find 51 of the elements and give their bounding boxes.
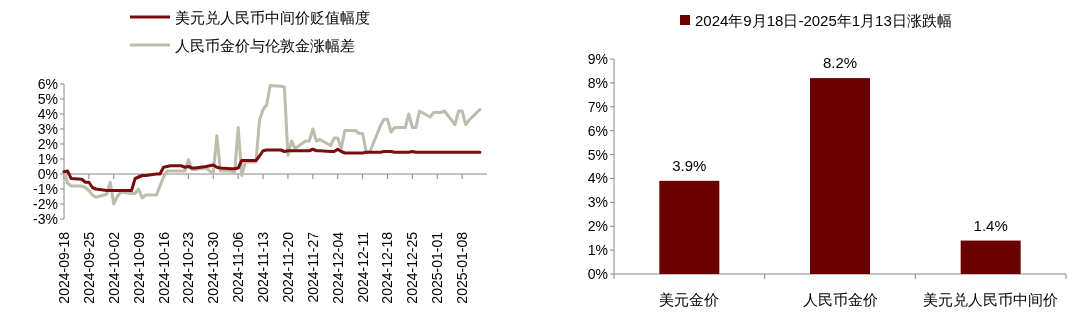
x-tick-label: 2024-10-30: [205, 231, 222, 304]
x-tick-label: 2024-10-09: [130, 231, 147, 304]
bar: [659, 180, 720, 274]
x-tick-label: 2025-01-08: [454, 231, 471, 304]
x-tick-label: 2025-01-01: [429, 231, 446, 304]
y-tick-label: 0%: [587, 266, 608, 282]
x-tick-label: 2024-11-27: [304, 231, 321, 303]
bar: [960, 240, 1021, 274]
y-tick-label: 4%: [37, 106, 58, 122]
y-tick-label: 8%: [587, 74, 608, 91]
x-tick-label: 2024-11-13: [255, 231, 272, 303]
y-tick-label: 5%: [587, 146, 608, 163]
line-series: [62, 147, 482, 192]
x-tick-label: 2024-12-11: [354, 231, 371, 303]
x-tick-label: 美元金价: [659, 291, 720, 308]
y-tick-label: 7%: [587, 98, 608, 115]
y-tick-label: 0%: [37, 166, 58, 182]
data-label: 8.2%: [822, 54, 858, 72]
line-series: [62, 84, 482, 206]
data-label: 1.4%: [973, 216, 1008, 234]
x-tick-label: 2024-12-18: [379, 231, 396, 304]
data-label: 3.9%: [672, 156, 707, 174]
x-tick-label: 美元兑人民币中间价: [923, 291, 1059, 308]
x-tick-label: 人民币金价: [802, 291, 878, 308]
y-tick-label: 1%: [37, 151, 58, 167]
x-tick-label: 2024-10-23: [180, 231, 197, 304]
y-tick-label: 6%: [37, 76, 58, 92]
y-tick-label: 2%: [37, 136, 58, 152]
x-tick-label: 2024-11-06: [230, 231, 247, 303]
x-tick-label: 2024-10-16: [155, 231, 172, 304]
legend-label: 人民币金价与伦敦金涨幅差: [175, 37, 355, 54]
x-tick-label: 2024-10-02: [105, 231, 122, 304]
x-tick-label: 2024-12-04: [329, 231, 346, 304]
x-tick-label: 2024-11-20: [279, 231, 296, 303]
legend-label: 美元兑人民币中间价贬值幅度: [175, 9, 370, 26]
legend-label: 2024年9月18日-2025年1月13日涨跌幅: [695, 12, 952, 29]
y-tick-label: 2%: [587, 218, 608, 235]
y-tick-label: -3%: [33, 211, 58, 227]
x-tick-label: 2024-12-25: [404, 231, 421, 304]
y-tick-label: 5%: [37, 91, 58, 107]
x-tick-label: 2024-09-18: [56, 231, 72, 304]
y-tick-label: 1%: [587, 242, 608, 259]
y-tick-label: 3%: [37, 121, 58, 137]
y-tick-label: 3%: [587, 194, 608, 211]
x-tick-label: 2024-09-25: [80, 231, 97, 304]
y-tick-label: -2%: [33, 196, 58, 212]
y-tick-label: 9%: [587, 51, 608, 67]
y-tick-label: -1%: [33, 181, 58, 197]
bar: [810, 78, 870, 274]
y-tick-label: 4%: [587, 170, 608, 187]
y-tick-label: 6%: [587, 122, 608, 139]
